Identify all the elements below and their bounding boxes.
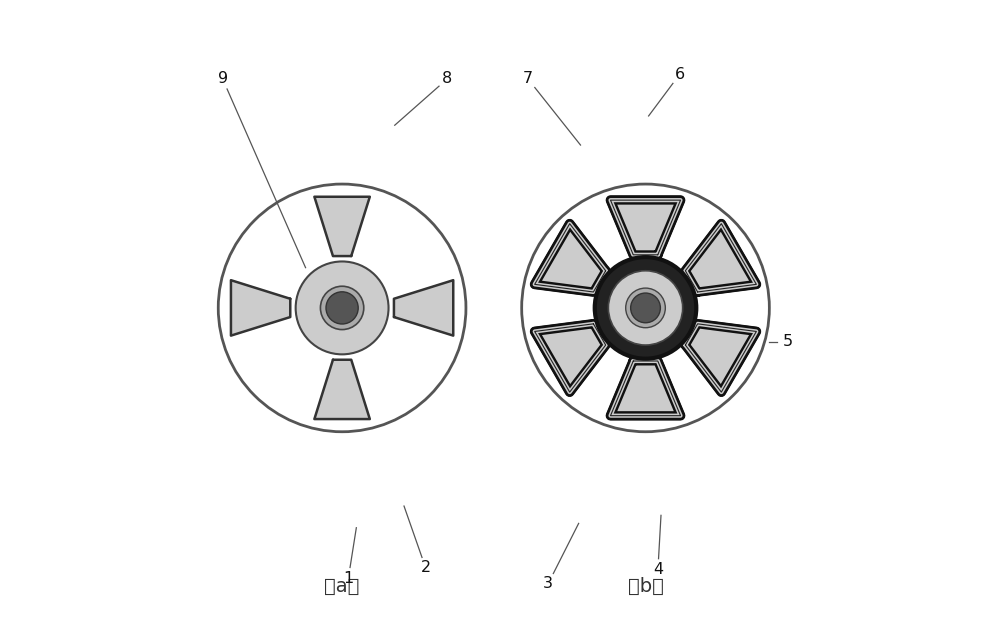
Polygon shape <box>535 324 606 392</box>
Text: （b）: （b） <box>628 577 663 596</box>
Polygon shape <box>611 361 681 415</box>
Polygon shape <box>611 200 681 255</box>
Polygon shape <box>685 324 756 392</box>
Polygon shape <box>394 280 453 336</box>
Polygon shape <box>314 360 370 419</box>
Text: 6: 6 <box>675 67 685 82</box>
Polygon shape <box>685 224 756 292</box>
Text: 1: 1 <box>343 571 353 586</box>
Polygon shape <box>535 224 606 292</box>
Polygon shape <box>535 324 606 392</box>
Polygon shape <box>685 224 756 292</box>
Circle shape <box>626 288 665 328</box>
Text: 5: 5 <box>783 335 793 350</box>
Circle shape <box>320 286 364 330</box>
Circle shape <box>326 292 358 324</box>
Text: 2: 2 <box>421 560 431 575</box>
Text: 4: 4 <box>653 562 663 577</box>
Circle shape <box>522 184 769 432</box>
Circle shape <box>296 261 389 355</box>
Polygon shape <box>611 361 681 415</box>
Text: 9: 9 <box>218 72 228 86</box>
Text: （a）: （a） <box>324 577 360 596</box>
Polygon shape <box>611 200 681 255</box>
Circle shape <box>218 184 466 432</box>
Polygon shape <box>314 197 370 256</box>
Circle shape <box>631 293 660 323</box>
Text: 7: 7 <box>523 72 533 86</box>
Polygon shape <box>685 324 756 392</box>
Text: 3: 3 <box>543 576 553 591</box>
Text: 8: 8 <box>442 72 452 86</box>
Polygon shape <box>231 280 290 336</box>
Circle shape <box>608 271 683 345</box>
Polygon shape <box>535 224 606 292</box>
Circle shape <box>595 257 696 359</box>
